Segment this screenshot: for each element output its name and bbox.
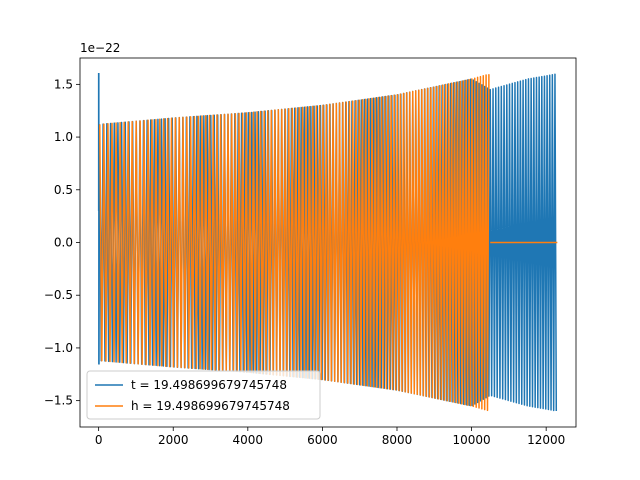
y-tick-label: 1.0 bbox=[54, 130, 73, 144]
x-tick-label: 6000 bbox=[307, 433, 338, 447]
x-tick-label: 0 bbox=[95, 433, 103, 447]
y-tick-label: −1.5 bbox=[44, 394, 73, 408]
x-tick-label: 10000 bbox=[452, 433, 490, 447]
legend-label: h = 19.498699679745748 bbox=[131, 399, 290, 413]
y-tick-label: −0.5 bbox=[44, 288, 73, 302]
legend: t = 19.498699679745748 h = 19.49869967974… bbox=[86, 370, 321, 420]
series-t-initial-spike bbox=[97, 73, 101, 365]
legend-box bbox=[86, 370, 321, 420]
x-tick-label: 4000 bbox=[233, 433, 264, 447]
y-tick-label: 1.5 bbox=[54, 77, 73, 91]
plot-area bbox=[97, 73, 558, 412]
axes: 0 2000 4000 6000 8000 10000 12000 −1.5 −1.0 −0.5 0… bbox=[44, 57, 577, 447]
y-tick-label: 0.0 bbox=[54, 236, 73, 250]
y-tick-label: 0.5 bbox=[54, 183, 73, 197]
legend-label: t = 19.498699679745748 bbox=[131, 378, 287, 392]
series-h-line bbox=[99, 74, 490, 412]
y-tick-label: −1.0 bbox=[44, 341, 73, 355]
x-tick-label: 2000 bbox=[158, 433, 189, 447]
x-tick-label: 8000 bbox=[382, 433, 413, 447]
y-offset-text: 1e−22 bbox=[80, 41, 120, 55]
x-tick-label: 12000 bbox=[527, 433, 565, 447]
